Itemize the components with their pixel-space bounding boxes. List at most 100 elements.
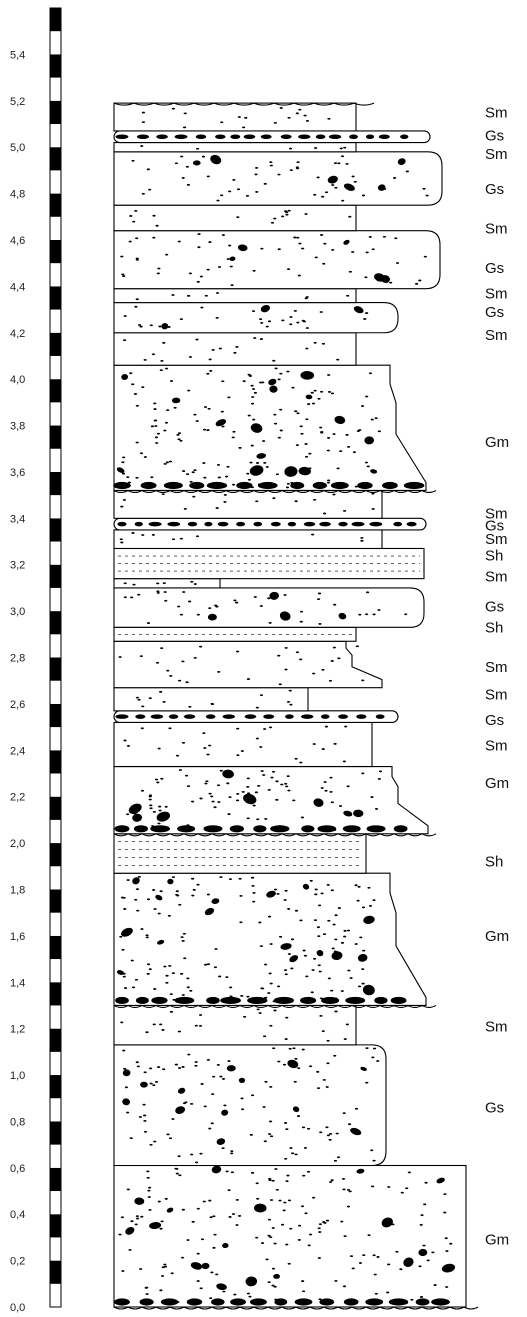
sand-grain bbox=[148, 1208, 152, 1211]
sand-grain bbox=[121, 273, 125, 276]
facies-labels: GmGsSmGmShGmSmGsSmSmShGsSmShSmGsSmGmSmGs… bbox=[485, 104, 509, 1248]
sand-grain bbox=[354, 1107, 359, 1110]
sand-grain bbox=[209, 1297, 213, 1299]
sand-grain bbox=[311, 402, 316, 405]
clast bbox=[374, 996, 388, 1005]
sand-grain bbox=[228, 1216, 232, 1218]
sand-grain bbox=[153, 402, 157, 405]
sand-grain bbox=[250, 444, 254, 447]
scale-bar-segment bbox=[50, 1237, 61, 1261]
sand-grain bbox=[200, 1238, 205, 1241]
sand-grain bbox=[248, 1295, 252, 1298]
sand-grain bbox=[263, 963, 268, 966]
scale-bar-segment bbox=[50, 727, 61, 751]
sand-grain bbox=[332, 493, 336, 496]
sand-grain bbox=[196, 613, 200, 616]
clast bbox=[316, 950, 324, 957]
sand-grain bbox=[145, 936, 149, 939]
sand-grain bbox=[289, 1227, 293, 1230]
clast bbox=[163, 481, 183, 490]
sand-grain bbox=[346, 294, 350, 297]
sand-grain bbox=[277, 436, 281, 439]
sand-grain bbox=[242, 380, 246, 383]
scale-bar-segment bbox=[50, 611, 61, 635]
sand-grain bbox=[225, 1170, 229, 1173]
sand-grain bbox=[181, 1208, 185, 1211]
sand-grain bbox=[349, 977, 353, 979]
clast bbox=[292, 1106, 300, 1113]
clast bbox=[140, 1081, 148, 1088]
clast bbox=[229, 256, 236, 262]
sand-grain bbox=[204, 782, 208, 785]
sand-grain bbox=[336, 1156, 341, 1159]
bed-outline bbox=[113, 332, 357, 366]
clast bbox=[302, 883, 310, 890]
clast bbox=[201, 1262, 210, 1270]
sand-grain bbox=[371, 1056, 375, 1059]
sand-grain bbox=[324, 789, 328, 792]
sand-grain bbox=[374, 808, 379, 810]
bed-outline bbox=[113, 1004, 357, 1046]
sand-grain bbox=[129, 1137, 133, 1140]
sand-grain bbox=[395, 1250, 399, 1253]
scale-tick-label: 4,2 bbox=[10, 328, 25, 340]
sand-grain bbox=[343, 935, 347, 938]
sand-grain bbox=[262, 440, 266, 442]
sand-grain bbox=[309, 879, 313, 882]
sand-grain bbox=[119, 935, 123, 938]
sand-grain bbox=[431, 1251, 435, 1254]
clast bbox=[328, 134, 342, 139]
clast bbox=[330, 481, 349, 490]
sand-grain bbox=[123, 987, 128, 989]
clast bbox=[238, 1077, 246, 1083]
clast bbox=[207, 613, 217, 621]
sand-grain bbox=[291, 386, 295, 389]
sand-grain bbox=[367, 886, 371, 889]
facies-label: Gs bbox=[485, 128, 504, 145]
sand-grain bbox=[271, 770, 276, 773]
sand-grain bbox=[340, 1220, 344, 1223]
sand-grain bbox=[320, 892, 324, 895]
clast bbox=[343, 810, 353, 817]
sand-grain bbox=[164, 367, 169, 370]
sand-grain bbox=[312, 672, 316, 675]
sand-grain bbox=[278, 935, 283, 938]
sand-grain bbox=[321, 195, 325, 198]
clast bbox=[431, 1298, 450, 1306]
sand-grain bbox=[161, 1029, 165, 1031]
sand-grain bbox=[287, 1262, 291, 1265]
sand-grain bbox=[376, 1256, 380, 1258]
sand-grain bbox=[330, 392, 335, 395]
sand-grain bbox=[223, 501, 227, 503]
scale-bar-segment bbox=[50, 31, 61, 55]
sand-grain bbox=[211, 1093, 215, 1096]
clast bbox=[331, 951, 343, 961]
scale-bar-segment bbox=[50, 1144, 61, 1168]
sand-grain bbox=[355, 645, 359, 648]
sand-grain bbox=[168, 1137, 173, 1140]
scale-bar-segment bbox=[50, 170, 61, 194]
clast bbox=[327, 175, 338, 184]
sand-grain bbox=[297, 1067, 301, 1070]
scale-tick-label: 2,2 bbox=[10, 792, 25, 804]
sand-grain bbox=[139, 655, 143, 658]
clast bbox=[334, 415, 346, 425]
sand-grain bbox=[157, 267, 161, 270]
clast bbox=[266, 890, 276, 898]
sand-grain bbox=[162, 341, 166, 344]
facies-label: Sm bbox=[485, 1018, 508, 1035]
sand-grain bbox=[269, 1199, 274, 1201]
bed-gs bbox=[113, 587, 425, 628]
sand-grain bbox=[372, 899, 376, 902]
sand-grain bbox=[289, 703, 293, 706]
sand-grain bbox=[121, 1270, 125, 1272]
sand-grain bbox=[348, 270, 352, 273]
sand-grain bbox=[284, 1157, 288, 1160]
clast bbox=[151, 996, 168, 1005]
sand-grain bbox=[449, 1242, 453, 1245]
sand-grain bbox=[361, 968, 365, 971]
sand-grain bbox=[258, 921, 262, 924]
sand-grain bbox=[259, 605, 263, 607]
sand-grain bbox=[171, 294, 175, 296]
sand-grain bbox=[425, 194, 429, 197]
